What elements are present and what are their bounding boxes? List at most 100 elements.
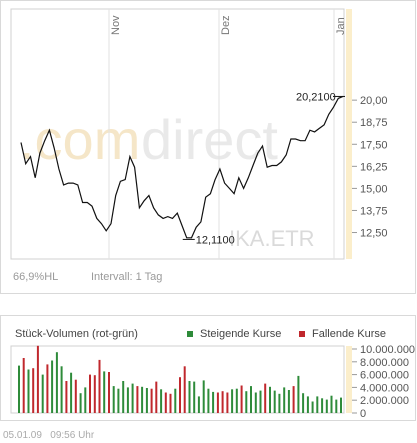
volume-bar xyxy=(179,377,181,413)
volume-bar xyxy=(126,387,129,413)
volume-tick-label: 4.000.000 xyxy=(360,382,409,394)
volume-bar xyxy=(264,383,267,413)
range-note: 66,9%HL xyxy=(13,271,58,283)
volume-bar xyxy=(188,381,191,413)
price-chart: .com direct IKA.ETR Nov Dez Jan 20,00 18,75 17,5… xyxy=(10,8,388,283)
volume-bar xyxy=(103,371,106,413)
volume-bar xyxy=(108,372,110,413)
volume-bar xyxy=(311,401,314,413)
volume-title: Stück-Volumen (rot-grün) xyxy=(15,328,138,340)
volume-bar xyxy=(41,374,44,413)
volume-chart-panel: Stück-Volumen (rot-grün) Steigende Kurse F… xyxy=(0,315,416,421)
y-tick-label: 18,75 xyxy=(360,117,388,129)
volume-bar xyxy=(302,393,305,413)
volume-bar xyxy=(297,375,300,413)
volume-bar xyxy=(316,396,319,413)
timestamp-footer: 05.01.09 09:56 Uhr xyxy=(3,430,95,441)
volume-bar xyxy=(283,387,286,413)
volume-bar xyxy=(321,398,324,413)
volume-bar xyxy=(306,396,309,413)
volume-tick-label: 6.000.000 xyxy=(360,370,409,382)
volume-bar xyxy=(36,345,39,413)
y-tick-label: 17,50 xyxy=(360,139,388,151)
low-annotation: 12,1100 xyxy=(196,234,235,246)
volume-bar xyxy=(141,386,144,413)
volume-bar xyxy=(51,360,54,413)
volume-tick-label: 0 xyxy=(360,408,366,420)
volume-bar xyxy=(202,380,205,413)
volume-bar xyxy=(79,393,82,413)
symbol-watermark: IKA.ETR xyxy=(229,226,315,251)
volume-bar xyxy=(65,381,68,413)
volume-bar xyxy=(145,388,148,413)
volume-bar xyxy=(150,388,153,413)
volume-bar xyxy=(325,399,328,413)
volume-bar xyxy=(117,388,120,413)
volume-bar xyxy=(84,387,87,413)
volume-bar xyxy=(22,358,25,413)
price-line xyxy=(20,95,344,239)
volume-bar xyxy=(245,391,248,413)
volume-bar xyxy=(122,381,125,413)
volume-bar xyxy=(259,390,262,413)
volume-bar xyxy=(273,390,276,413)
interval-note: Intervall: 1 Tag xyxy=(91,271,162,283)
month-label: Nov xyxy=(110,15,122,35)
volume-bar xyxy=(74,379,77,413)
volume-bar xyxy=(216,392,219,413)
y-tick-label: 20,00 xyxy=(360,95,388,107)
volume-bar xyxy=(231,389,234,413)
plot-frame xyxy=(10,8,345,260)
y-tick-label: 16,25 xyxy=(360,161,388,173)
volume-bar xyxy=(155,381,158,413)
y-tick-label: 15,00 xyxy=(360,183,388,195)
volume-bar xyxy=(174,388,177,413)
y-tick-label: 12,50 xyxy=(360,228,388,240)
volume-bar xyxy=(235,388,238,413)
volume-tick-label: 10.000.000 xyxy=(360,344,415,356)
volume-bar xyxy=(226,392,229,413)
volume-bar xyxy=(93,375,96,413)
volume-bar xyxy=(292,386,295,413)
volume-bar xyxy=(330,395,333,413)
volume-bar xyxy=(55,352,58,413)
legend-swatch-down xyxy=(299,331,305,337)
price-chart-panel: .com direct IKA.ETR Nov Dez Jan 20,00 18,75 17,5… xyxy=(0,0,416,294)
watermark-com: .com xyxy=(19,108,140,171)
volume-bar xyxy=(164,392,167,413)
volume-tick-label: 8.000.000 xyxy=(360,357,409,369)
legend-label-down: Fallende Kurse xyxy=(312,328,386,340)
volume-bar xyxy=(335,399,338,413)
volume-bar xyxy=(32,368,35,413)
volume-bar xyxy=(46,364,49,413)
volume-tick-label: 2.000.000 xyxy=(360,395,409,407)
volume-bar xyxy=(240,385,243,413)
volume-bar xyxy=(250,386,252,413)
volume-plot-frame xyxy=(10,345,345,414)
volume-bar xyxy=(254,392,257,413)
volume-bar xyxy=(269,386,271,413)
volume-bar xyxy=(169,393,172,413)
volume-bar xyxy=(212,391,215,413)
volume-bar xyxy=(27,369,30,413)
month-label: Jan xyxy=(335,17,347,35)
volume-bar xyxy=(287,390,290,413)
volume-bar xyxy=(221,391,224,413)
current-period-band xyxy=(346,9,352,259)
volume-chart: Stück-Volumen (rot-grün) Steigende Kurse F… xyxy=(10,328,415,420)
volume-bar xyxy=(183,366,186,413)
watermark-direct: direct xyxy=(141,108,278,171)
volume-bar xyxy=(193,381,196,413)
volume-bar xyxy=(18,365,20,413)
volume-bar xyxy=(207,388,210,413)
volume-bar xyxy=(89,374,91,413)
volume-bar xyxy=(340,397,342,413)
volume-bar xyxy=(131,383,134,413)
high-annotation: 20,2100 xyxy=(296,91,336,103)
volume-bar xyxy=(98,359,101,413)
volume-bar xyxy=(70,372,73,413)
legend-swatch-up xyxy=(187,331,193,337)
legend-label-up: Steigende Kurse xyxy=(200,328,281,340)
volume-bar xyxy=(112,386,115,413)
month-label: Dez xyxy=(220,15,232,35)
